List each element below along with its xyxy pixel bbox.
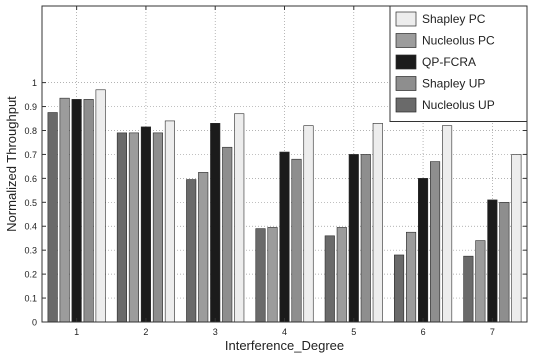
bar-nucleolus-pc	[406, 231, 417, 323]
legend-label: Shapley UP	[422, 77, 485, 91]
bar-nucleolus-up	[116, 132, 127, 323]
bar-shapley-pc	[303, 125, 314, 323]
y-tick-label: 0.1	[24, 294, 37, 304]
bar-nucleolus-pc	[128, 132, 139, 323]
legend-swatch	[395, 11, 417, 27]
bar-nucleolus-pc	[198, 172, 209, 323]
y-ticks: 0 0.1 0.2 0.3 0.4 0.5 0.6 0.7 0.8 0.9 1	[24, 78, 527, 328]
legend-label: Nucleolus PC	[422, 34, 495, 48]
bar-shapley-pc	[164, 120, 175, 323]
bar-nucleolus-up	[255, 228, 266, 323]
bar-nucleolus-pc	[267, 227, 278, 323]
bar-shapley-pc	[234, 113, 245, 323]
bar-shapley-up	[222, 146, 233, 323]
bar-qp-fcra	[140, 126, 151, 323]
legend-swatch	[395, 76, 417, 91]
bar-nucleolus-pc	[336, 227, 347, 323]
y-tick-label: 1	[32, 78, 37, 88]
x-tick-label: 2	[143, 327, 148, 337]
y-tick-label: 0.2	[24, 270, 37, 280]
y-tick-label: 0.3	[24, 246, 37, 256]
bar-shapley-up	[291, 158, 302, 323]
x-tick-label: 1	[74, 327, 79, 337]
bar-nucleolus-up	[47, 112, 58, 323]
bars-layer	[47, 89, 522, 323]
bar-nucleolus-up	[324, 235, 335, 323]
bar-nucleolus-up	[394, 254, 405, 323]
bar-nucleolus-pc	[59, 97, 70, 323]
bar-shapley-up	[430, 161, 441, 323]
bar-nucleolus-up	[463, 255, 474, 323]
bar-qp-fcra	[348, 154, 359, 323]
legend: Shapley PC Nucleolus PC QP-FCRA Shapley UP N…	[389, 5, 528, 122]
legend-swatch	[395, 54, 417, 70]
bar-shapley-pc	[95, 89, 106, 323]
bar-shapley-up	[83, 99, 94, 323]
x-tick-label: 5	[351, 327, 356, 337]
y-axis-label: Normalized Throughput	[4, 96, 19, 232]
bar-qp-fcra	[210, 123, 221, 323]
legend-label: Nucleolus UP	[422, 98, 495, 112]
bar-shapley-pc	[372, 123, 383, 323]
bar-shapley-up	[152, 132, 163, 323]
y-tick-label: 0.9	[24, 102, 37, 112]
y-tick-label: 0.5	[24, 198, 37, 208]
x-axis-label: Interference_Degree	[225, 338, 344, 353]
y-tick-label: 0.7	[24, 150, 37, 160]
bar-shapley-pc	[442, 125, 453, 323]
legend-swatch	[395, 97, 417, 113]
y-tick-label: 0.8	[24, 126, 37, 136]
bar-qp-fcra	[418, 178, 429, 323]
bar-shapley-up	[360, 154, 371, 323]
y-tick-label: 0.4	[24, 222, 37, 232]
x-tick-label: 3	[213, 327, 218, 337]
bar-qp-fcra	[71, 99, 82, 323]
x-ticks: 1 2 3 4 5 6 7	[74, 6, 495, 337]
legend-label: QP-FCRA	[422, 55, 476, 69]
bar-shapley-pc	[511, 154, 522, 323]
x-tick-label: 4	[282, 327, 287, 337]
bar-nucleolus-up	[186, 179, 197, 323]
x-tick-label: 7	[490, 327, 495, 337]
y-tick-label: 0.6	[24, 174, 37, 184]
bar-qp-fcra	[279, 151, 290, 323]
bar-nucleolus-pc	[475, 240, 486, 323]
x-tick-label: 6	[421, 327, 426, 337]
bar-qp-fcra	[487, 199, 498, 323]
legend-swatch	[395, 33, 417, 48]
legend-label: Shapley PC	[422, 12, 486, 26]
y-tick-label: 0	[32, 318, 37, 328]
bar-shapley-up	[499, 202, 510, 323]
